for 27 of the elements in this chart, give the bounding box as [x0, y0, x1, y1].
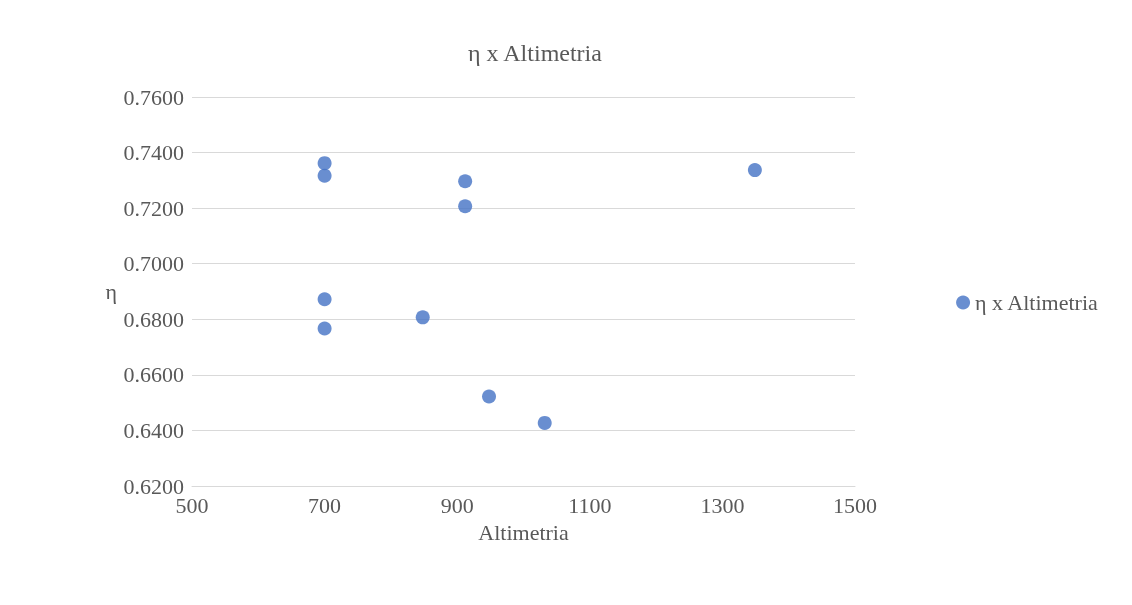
- y-tick-label: 0.6200: [123, 473, 184, 499]
- y-tick-label: 0.6600: [123, 362, 184, 388]
- point: [747, 163, 762, 178]
- point: [317, 168, 332, 183]
- x-tick-label: 1500: [833, 492, 877, 518]
- y-tick-label: 0.7200: [123, 195, 184, 221]
- point: [537, 415, 552, 430]
- y-tick-label: 0.6800: [123, 306, 184, 332]
- x-tick-label: 900: [440, 492, 474, 518]
- point: [415, 310, 430, 325]
- point: [482, 389, 497, 404]
- y-tick-label: 0.7600: [123, 84, 184, 110]
- point: [458, 199, 473, 214]
- point: [317, 156, 332, 171]
- legend-label: η x Altimetria: [975, 290, 1099, 315]
- y-tick-label: 0.7000: [123, 251, 184, 277]
- x-tick-label: 1100: [568, 492, 612, 518]
- point: [317, 321, 332, 336]
- y-axis-title: η: [105, 279, 117, 304]
- point: [458, 174, 473, 189]
- point: [317, 292, 332, 307]
- x-tick-label: 1300: [700, 492, 745, 518]
- x-axis-title: Altimetria: [478, 519, 569, 545]
- chart-title: η x Altimetria: [468, 40, 603, 66]
- y-tick-label: 0.6400: [123, 417, 184, 443]
- x-tick-label: 700: [308, 492, 342, 518]
- y-tick-label: 0.7400: [123, 140, 184, 166]
